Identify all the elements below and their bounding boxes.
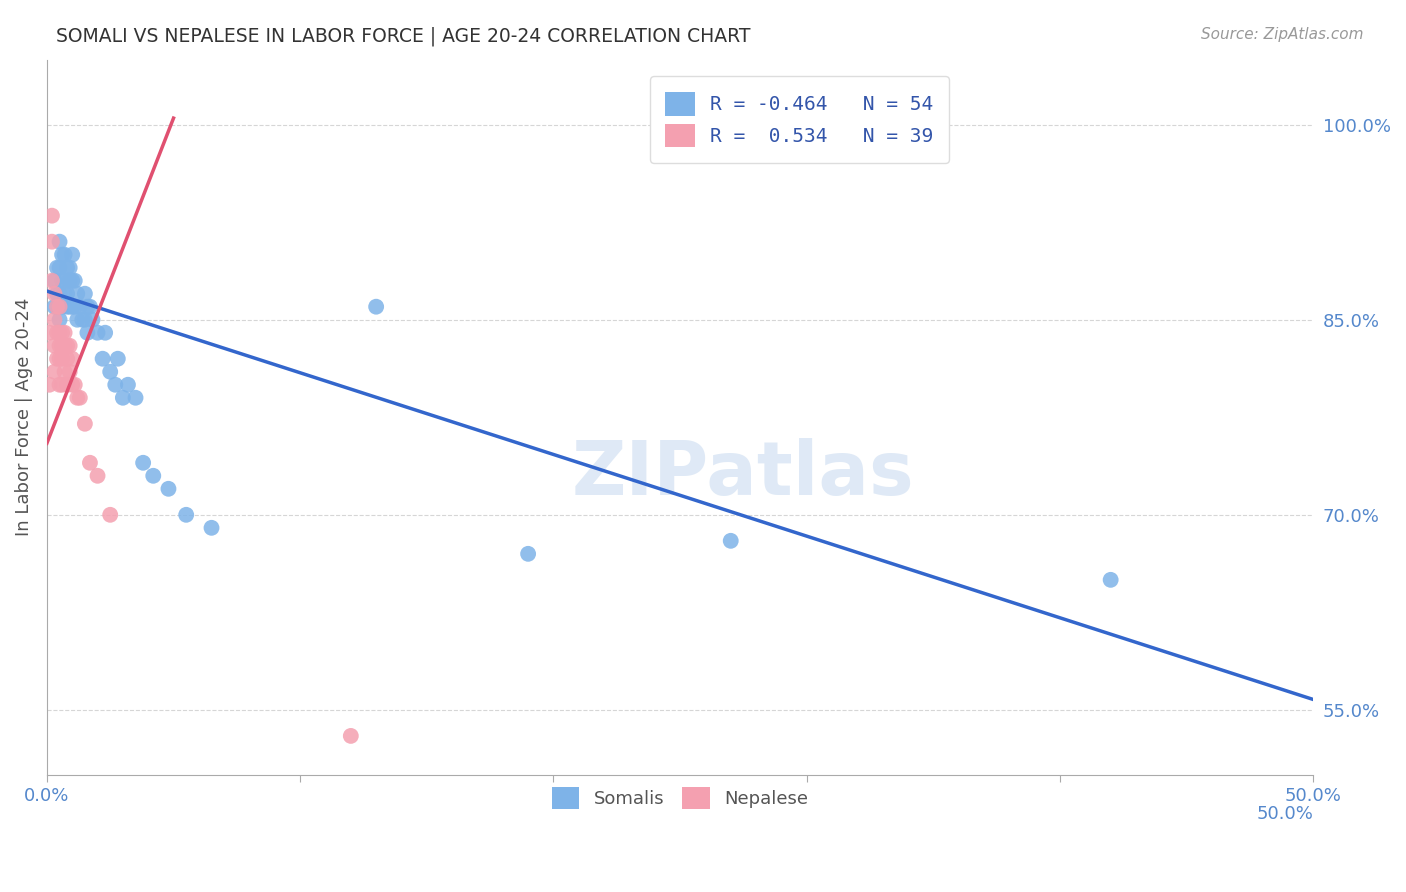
Point bbox=[63, 377, 86, 392]
Point bbox=[107, 351, 129, 366]
Text: Source: ZipAtlas.com: Source: ZipAtlas.com bbox=[1201, 27, 1364, 42]
Point bbox=[111, 391, 134, 405]
Point bbox=[1099, 573, 1122, 587]
Point bbox=[59, 274, 82, 288]
Point bbox=[48, 235, 70, 249]
Point bbox=[66, 312, 89, 326]
Point bbox=[79, 300, 101, 314]
Point bbox=[124, 391, 146, 405]
Point bbox=[56, 300, 79, 314]
Point bbox=[69, 300, 91, 314]
Legend: Somalis, Nepalese: Somalis, Nepalese bbox=[546, 780, 815, 816]
Point bbox=[51, 339, 73, 353]
Point bbox=[73, 286, 96, 301]
Point bbox=[51, 300, 73, 314]
Point bbox=[59, 260, 82, 275]
Y-axis label: In Labor Force | Age 20-24: In Labor Force | Age 20-24 bbox=[15, 298, 32, 536]
Point bbox=[44, 339, 66, 353]
Point bbox=[41, 274, 63, 288]
Point bbox=[46, 300, 69, 314]
Point bbox=[53, 326, 76, 340]
Point bbox=[174, 508, 197, 522]
Point bbox=[73, 312, 96, 326]
Point bbox=[48, 312, 70, 326]
Point bbox=[48, 339, 70, 353]
Point bbox=[41, 209, 63, 223]
Point bbox=[117, 377, 139, 392]
Point bbox=[340, 729, 363, 743]
Point bbox=[86, 468, 108, 483]
Point bbox=[53, 286, 76, 301]
Point bbox=[366, 300, 388, 314]
Point bbox=[56, 339, 79, 353]
Point bbox=[51, 377, 73, 392]
Point bbox=[51, 248, 73, 262]
Text: ZIPatlas: ZIPatlas bbox=[572, 438, 915, 511]
Point bbox=[56, 260, 79, 275]
Point bbox=[157, 482, 180, 496]
Point bbox=[63, 274, 86, 288]
Point bbox=[46, 300, 69, 314]
Point bbox=[132, 456, 155, 470]
Point bbox=[56, 351, 79, 366]
Point bbox=[94, 326, 117, 340]
Point bbox=[53, 339, 76, 353]
Point bbox=[200, 521, 222, 535]
Point bbox=[76, 300, 98, 314]
Point bbox=[44, 365, 66, 379]
Point bbox=[51, 274, 73, 288]
Point bbox=[60, 351, 83, 366]
Text: SOMALI VS NEPALESE IN LABOR FORCE | AGE 20-24 CORRELATION CHART: SOMALI VS NEPALESE IN LABOR FORCE | AGE … bbox=[56, 27, 751, 46]
Point bbox=[46, 326, 69, 340]
Point bbox=[98, 508, 121, 522]
Point bbox=[44, 300, 66, 314]
Point bbox=[46, 260, 69, 275]
Text: 50.0%: 50.0% bbox=[1257, 805, 1313, 823]
Point bbox=[51, 326, 73, 340]
Point bbox=[51, 351, 73, 366]
Point bbox=[38, 377, 60, 392]
Point bbox=[44, 274, 66, 288]
Point bbox=[53, 365, 76, 379]
Point bbox=[142, 468, 165, 483]
Point bbox=[91, 351, 114, 366]
Point bbox=[38, 326, 60, 340]
Point bbox=[59, 365, 82, 379]
Point bbox=[53, 248, 76, 262]
Point bbox=[517, 547, 540, 561]
Point bbox=[66, 391, 89, 405]
Point bbox=[73, 417, 96, 431]
Point bbox=[46, 286, 69, 301]
Point bbox=[44, 312, 66, 326]
Point bbox=[720, 533, 742, 548]
Point bbox=[63, 300, 86, 314]
Point bbox=[46, 351, 69, 366]
Point bbox=[72, 312, 94, 326]
Point bbox=[79, 456, 101, 470]
Point bbox=[59, 300, 82, 314]
Point bbox=[66, 286, 89, 301]
Point bbox=[104, 377, 127, 392]
Point bbox=[48, 326, 70, 340]
Point bbox=[60, 300, 83, 314]
Point bbox=[41, 235, 63, 249]
Point bbox=[86, 326, 108, 340]
Point bbox=[82, 312, 104, 326]
Point bbox=[48, 260, 70, 275]
Point bbox=[53, 274, 76, 288]
Point bbox=[60, 377, 83, 392]
Point bbox=[44, 286, 66, 301]
Point bbox=[48, 351, 70, 366]
Point bbox=[60, 248, 83, 262]
Point bbox=[59, 339, 82, 353]
Point bbox=[48, 286, 70, 301]
Point bbox=[69, 391, 91, 405]
Point bbox=[60, 274, 83, 288]
Point bbox=[56, 286, 79, 301]
Point bbox=[48, 300, 70, 314]
Point bbox=[56, 377, 79, 392]
Point bbox=[76, 326, 98, 340]
Point bbox=[48, 377, 70, 392]
Point bbox=[98, 365, 121, 379]
